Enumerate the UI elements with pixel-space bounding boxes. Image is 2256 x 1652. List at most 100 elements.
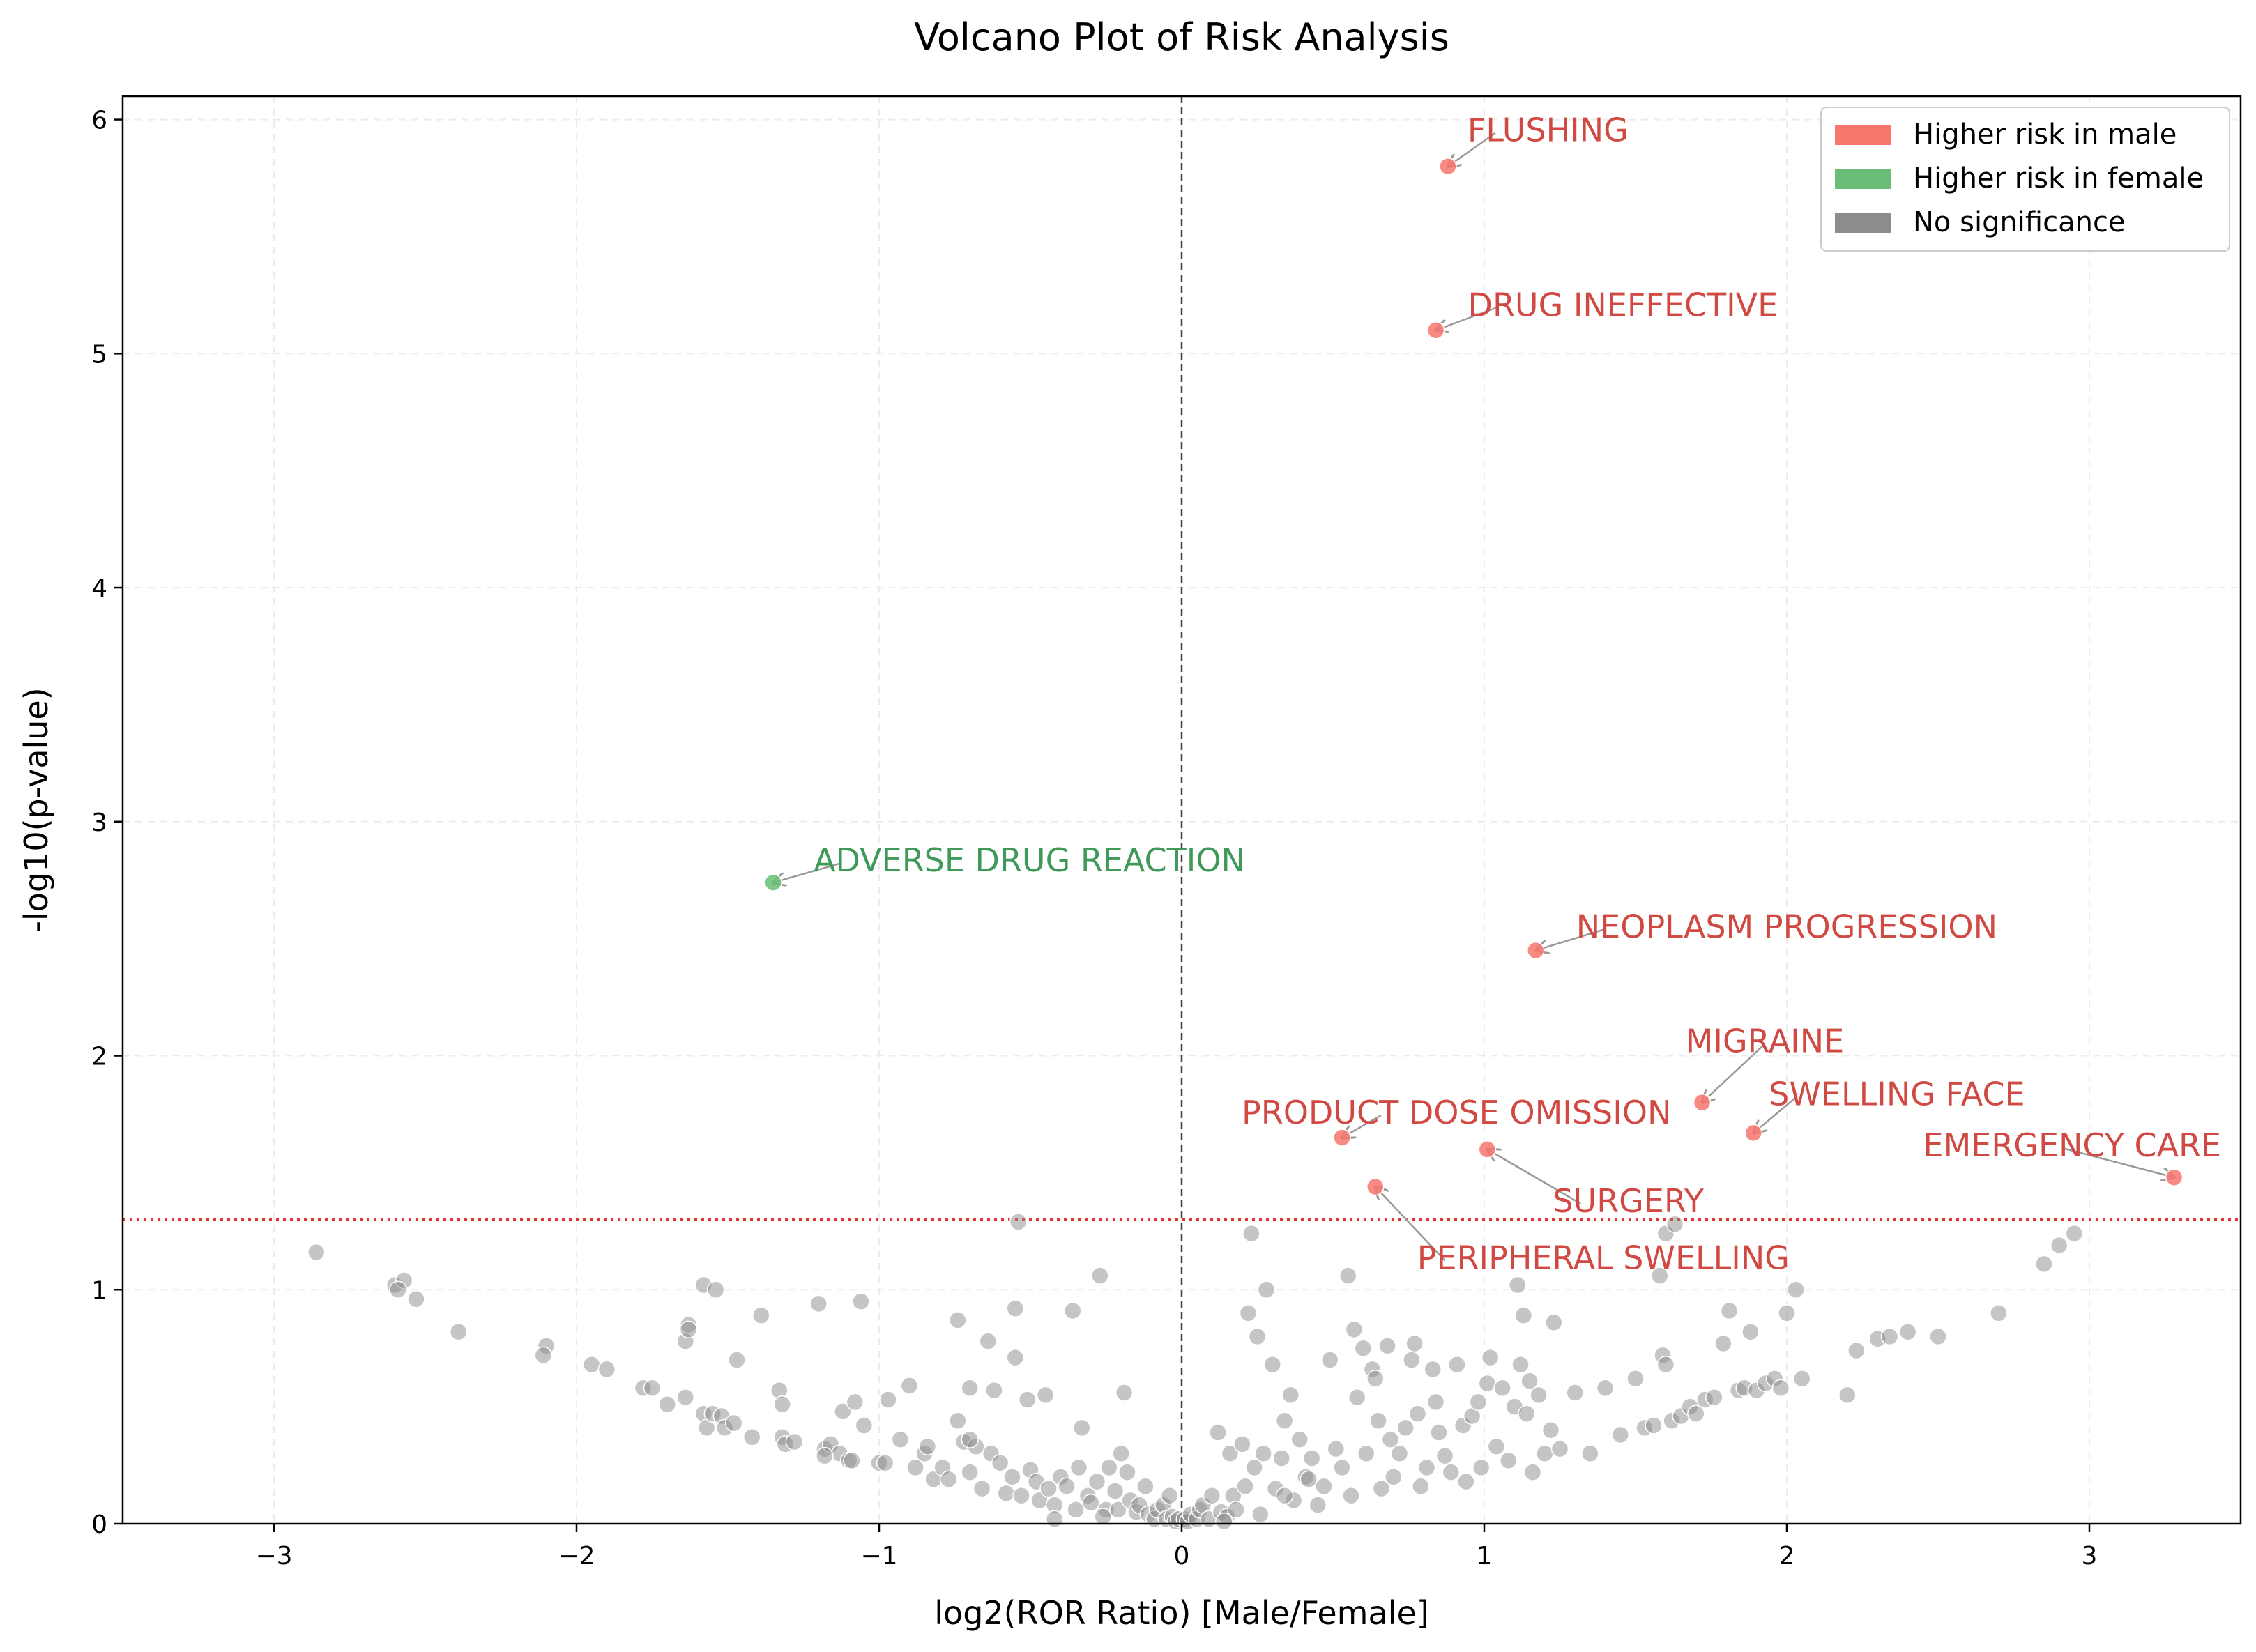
data-point-ns [1327,1439,1346,1458]
data-point-ns [1251,1505,1270,1524]
data-point-ns [1239,1304,1258,1322]
data-point-ns [1508,1276,1527,1294]
data-point-ns [1281,1386,1300,1405]
data-point-ns [1302,1449,1321,1467]
data-point-ns [1160,1486,1179,1505]
y-axis-label: -log10(p-value) [17,687,55,932]
data-point-ns [1880,1327,1899,1346]
data-point-ns [949,1311,967,1329]
data-point-ns [1345,1320,1364,1339]
data-point-ns [1666,1215,1684,1234]
data-point-significant [1744,1124,1763,1142]
annotation-arrow [1375,1187,1446,1262]
data-point-ns [1348,1388,1366,1407]
data-point-ns [979,1332,997,1350]
data-point-ns [852,1292,870,1310]
data-point-ns [1741,1322,1760,1341]
data-point-significant [1478,1140,1497,1158]
data-point-ns [1424,1360,1442,1379]
annotation-arrow [1753,1096,1798,1133]
chart-title: Volcano Plot of Risk Analysis [914,15,1449,59]
data-point-ns [1611,1425,1630,1444]
data-point-ns [1118,1463,1136,1481]
data-point-ns [1396,1418,1415,1437]
data-point-significant [1693,1093,1712,1112]
data-point-ns [1082,1494,1100,1512]
data-point-ns [949,1412,967,1430]
data-point-ns [973,1479,991,1498]
data-point-ns [1536,1444,1554,1463]
data-point-ns [1067,1501,1085,1519]
annotation-arrow [1448,132,1496,167]
reference-lines [123,96,2241,1524]
data-point-ns [846,1393,864,1412]
y-tick-label: 4 [91,574,107,603]
data-point-ns [2065,1224,2084,1243]
data-point-ns [1354,1339,1373,1357]
data-point-ns [389,1280,407,1299]
data-point-ns [1100,1458,1118,1477]
data-point-ns [1254,1444,1272,1463]
annotation-arrow [1536,928,1605,950]
data-point-significant [1439,157,1457,176]
data-point-ns [1372,1479,1391,1498]
data-point-ns [582,1355,601,1374]
data-point-ns [1069,1458,1088,1477]
legend-swatch [1835,125,1891,145]
data-point-ns [1457,1472,1475,1491]
data-point-ns [1064,1301,1082,1320]
annotation-arrow [1436,307,1496,330]
data-point-ns [1650,1267,1669,1285]
data-point-ns [1435,1446,1454,1465]
data-point-ns [1898,1322,1917,1341]
data-point-ns [2050,1236,2068,1255]
data-point-ns [1430,1423,1448,1441]
annotation-label: PERIPHERAL SWELLING [1417,1239,1790,1277]
data-point-ns [1687,1405,1705,1423]
data-point-ns [1493,1379,1511,1398]
data-point-ns [1094,1508,1112,1526]
data-point-ns [597,1360,616,1379]
data-point-ns [1073,1418,1091,1437]
data-point-significant [1366,1177,1385,1196]
annotation-label: SWELLING FACE [1769,1075,2025,1112]
data-point-ns [1215,1512,1233,1531]
annotation-label: ADVERSE DRUG REACTION [814,841,1245,879]
data-point-ns [1626,1370,1645,1388]
y-tick-label: 0 [91,1510,107,1539]
data-point-ns [1275,1412,1294,1430]
data-point-ns [643,1379,662,1398]
data-point-ns [1342,1486,1360,1505]
data-point-ns [1787,1280,1805,1299]
data-point-ns [961,1430,979,1448]
annotation-label: EMERGENCY CARE [1923,1126,2222,1164]
data-point-ns [1378,1337,1396,1355]
data-point-ns [1058,1477,1076,1496]
x-tick-label: −3 [255,1542,292,1570]
data-point-ns [1320,1351,1339,1369]
data-point-ns [1290,1430,1309,1448]
annotation-label: MIGRAINE [1686,1023,1845,1060]
data-point-ns [1333,1458,1351,1477]
data-point-ns [1778,1304,1796,1322]
legend-label: No significance [1913,206,2126,238]
data-point-ns [679,1320,698,1339]
data-point-ns [1006,1299,1025,1317]
data-point-ns [1520,1372,1539,1390]
data-point-ns [1771,1379,1790,1398]
data-point-ns [1242,1224,1260,1243]
data-point-ns [1426,1393,1445,1412]
data-point-ns [900,1377,919,1395]
annotation-arrow [773,862,842,882]
annotation-arrow [2062,1147,2174,1177]
data-point-ns [834,1402,852,1421]
significant-points [764,157,2183,1196]
data-point-ns [407,1290,425,1308]
data-point-ns [1245,1458,1263,1477]
data-point-ns [2035,1255,2053,1274]
x-tick-label: 0 [1174,1542,1190,1570]
data-point-ns [1300,1470,1318,1488]
data-point-ns [1257,1280,1276,1299]
data-point-ns [728,1351,746,1369]
data-point-ns [1929,1327,1947,1346]
